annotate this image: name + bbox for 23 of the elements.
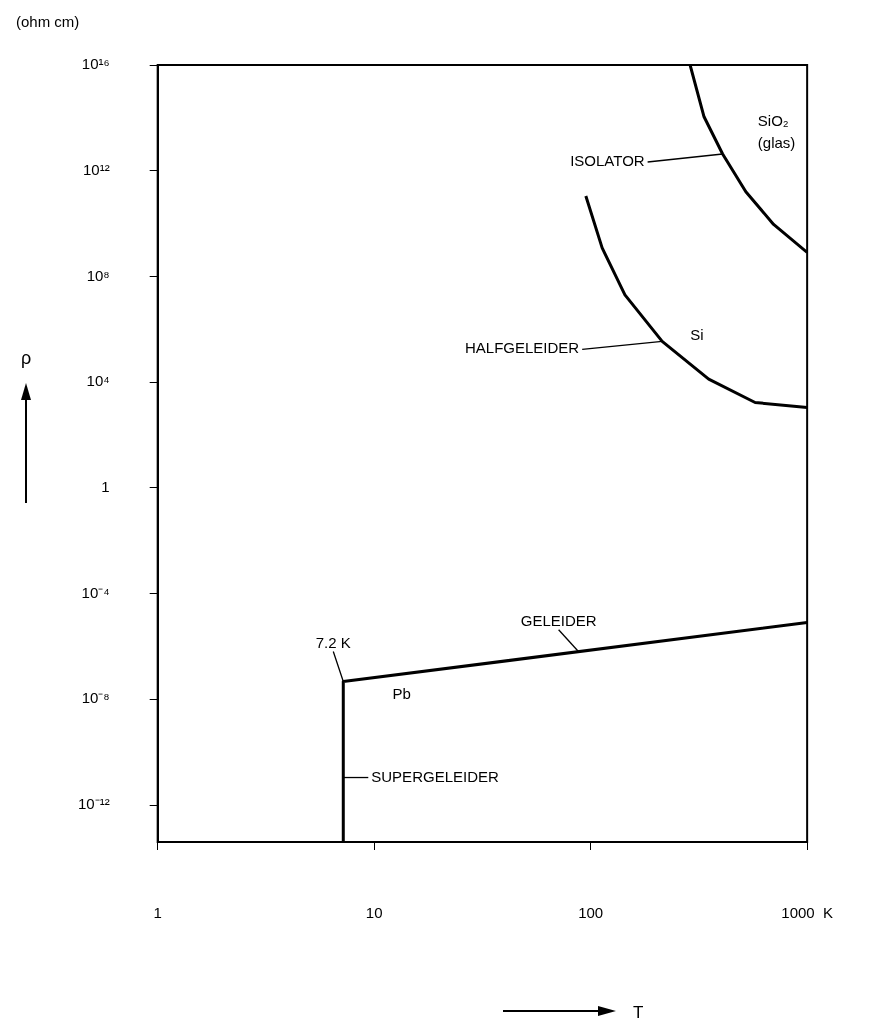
x-tick-label: 10 <box>365 904 383 922</box>
x-tick-label: 1 <box>153 904 162 922</box>
y-tick-label: 10¹² <box>82 160 110 178</box>
y-tick-label: 10⁻⁴ <box>81 583 110 601</box>
annotation: ISOLATOR <box>570 152 645 170</box>
y-tick-label: 10⁻⁸ <box>81 689 110 707</box>
annotation: SUPERGELEIDER <box>371 767 499 785</box>
series-label: Pb <box>392 684 411 702</box>
annotation: 7.2 K <box>315 633 351 651</box>
y-tick-label: 10⁸ <box>86 266 110 284</box>
y-tick-label: 10⁴ <box>86 372 110 390</box>
x-tick-label: 100 <box>578 904 604 922</box>
series-label: Si <box>690 326 704 344</box>
text: (ohm cm) <box>16 12 80 30</box>
y-axis-title: ρ <box>20 347 32 368</box>
y-tick-label: 10¹⁶ <box>81 55 110 73</box>
annotation: HALFGELEIDER <box>464 339 580 357</box>
annotation: GELEIDER <box>520 611 597 629</box>
text: SiO₂ (glas) <box>757 111 796 151</box>
x-tick-label: 1000 K <box>781 904 833 922</box>
y-tick-label: 1 <box>101 478 110 496</box>
x-axis-title: T <box>633 1002 644 1020</box>
y-tick-label: 10⁻¹² <box>77 795 110 813</box>
